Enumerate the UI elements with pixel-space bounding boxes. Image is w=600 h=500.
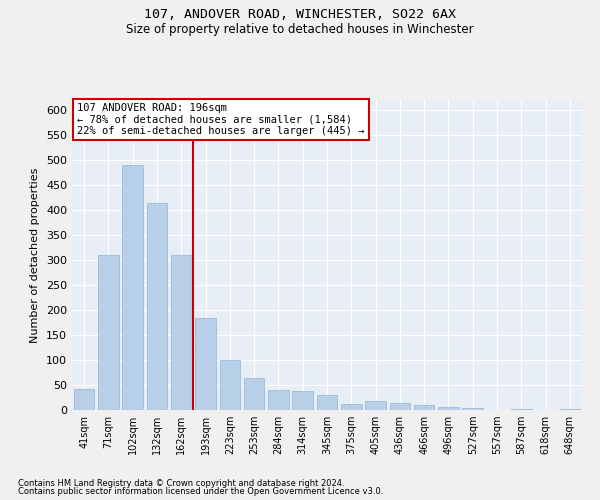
Bar xyxy=(146,202,167,410)
Bar xyxy=(244,378,265,410)
Bar xyxy=(98,255,119,410)
Bar xyxy=(389,402,410,410)
Text: 107 ANDOVER ROAD: 196sqm
← 78% of detached houses are smaller (1,584)
22% of sem: 107 ANDOVER ROAD: 196sqm ← 78% of detach… xyxy=(77,103,365,136)
Bar xyxy=(317,395,337,410)
Bar xyxy=(220,360,240,410)
Bar xyxy=(560,408,580,410)
Text: 107, ANDOVER ROAD, WINCHESTER, SO22 6AX: 107, ANDOVER ROAD, WINCHESTER, SO22 6AX xyxy=(144,8,456,20)
Bar xyxy=(463,408,483,410)
Y-axis label: Number of detached properties: Number of detached properties xyxy=(31,168,40,342)
Text: Contains public sector information licensed under the Open Government Licence v3: Contains public sector information licen… xyxy=(18,487,383,496)
Bar xyxy=(292,391,313,410)
Bar xyxy=(365,401,386,410)
Bar xyxy=(122,165,143,410)
Bar xyxy=(171,255,191,410)
Text: Size of property relative to detached houses in Winchester: Size of property relative to detached ho… xyxy=(126,22,474,36)
Bar xyxy=(414,405,434,410)
Bar xyxy=(511,408,532,410)
Bar xyxy=(74,389,94,410)
Bar xyxy=(341,404,362,410)
Bar xyxy=(438,407,459,410)
Bar xyxy=(195,318,216,410)
Bar xyxy=(268,390,289,410)
Text: Contains HM Land Registry data © Crown copyright and database right 2024.: Contains HM Land Registry data © Crown c… xyxy=(18,478,344,488)
